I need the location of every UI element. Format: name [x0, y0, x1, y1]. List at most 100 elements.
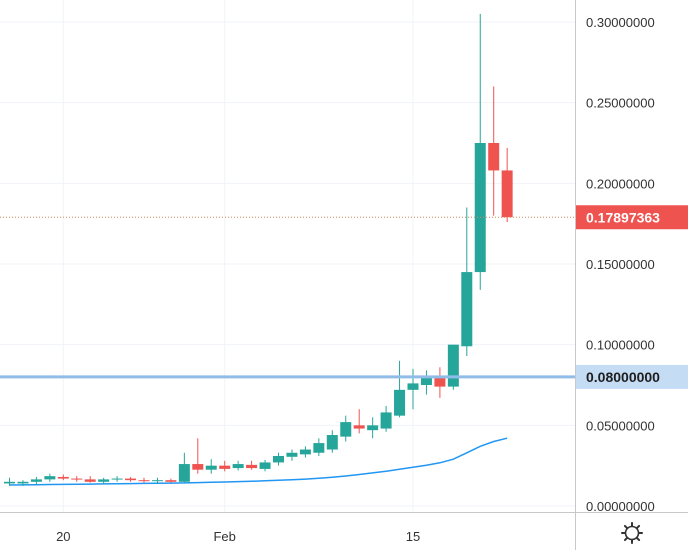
candle[interactable]: [367, 417, 379, 439]
candle[interactable]: [17, 480, 29, 486]
gear-icon[interactable]: [621, 522, 643, 544]
candle-body: [286, 452, 298, 457]
candle-body: [299, 449, 311, 455]
candle-body: [326, 435, 338, 450]
horizontal-line-price-label: 0.08000000: [576, 364, 688, 389]
candle-body: [138, 480, 150, 482]
candle[interactable]: [98, 477, 110, 485]
current-price-label-text: 0.17897363: [586, 209, 660, 225]
candle[interactable]: [125, 476, 137, 482]
current-price-label: 0.17897363: [576, 205, 688, 230]
candle[interactable]: [178, 452, 190, 483]
candle[interactable]: [461, 207, 473, 356]
y-tick-label: 0.15000000: [586, 257, 655, 272]
candle-body: [151, 480, 163, 482]
candle-body: [57, 476, 69, 479]
y-tick-label: 0.00000000: [586, 499, 655, 514]
candle[interactable]: [340, 415, 352, 442]
candle-body: [380, 412, 392, 429]
candle-body: [219, 465, 231, 469]
candle-body: [84, 479, 96, 482]
candle-body: [447, 344, 459, 387]
candle[interactable]: [447, 344, 459, 390]
candle[interactable]: [501, 147, 513, 223]
x-tick-label: 15: [406, 529, 420, 544]
candle[interactable]: [205, 459, 217, 474]
moving-average-line: [9, 437, 508, 486]
candle[interactable]: [273, 452, 284, 466]
horizontal-line-price-label-bg: [576, 364, 688, 389]
candle-body: [313, 443, 325, 453]
candle-body: [434, 376, 446, 387]
x-tick-label: 20: [56, 529, 70, 544]
candle-body: [394, 389, 406, 416]
candle-body: [71, 478, 83, 480]
candle-body: [205, 465, 217, 470]
candle[interactable]: [407, 368, 419, 410]
y-tick-label: 0.25000000: [586, 96, 655, 111]
candle[interactable]: [246, 460, 258, 470]
candle-body: [246, 464, 258, 469]
candle[interactable]: [488, 86, 500, 216]
y-tick-label: 0.10000000: [586, 338, 655, 353]
current-price-label-bg: [576, 205, 688, 230]
candle[interactable]: [57, 474, 69, 481]
candle-body: [192, 464, 204, 470]
candle[interactable]: [326, 430, 338, 453]
candles-layer: [4, 13, 513, 486]
candle-body: [178, 464, 190, 482]
candle[interactable]: [299, 446, 311, 458]
candle-body: [165, 480, 177, 482]
candle[interactable]: [4, 477, 15, 486]
candle-body: [353, 425, 365, 429]
candle[interactable]: [84, 476, 96, 483]
candle[interactable]: [138, 477, 150, 483]
candle-body: [111, 478, 123, 480]
candle-body: [17, 481, 29, 484]
candle[interactable]: [313, 438, 325, 456]
candle[interactable]: [192, 438, 204, 474]
candle[interactable]: [394, 360, 406, 418]
candle[interactable]: [111, 476, 123, 482]
candle-body: [125, 478, 137, 481]
y-tick-label: 0.05000000: [586, 418, 655, 433]
y-tick-label: 0.30000000: [586, 15, 655, 30]
candle[interactable]: [30, 476, 42, 485]
candle[interactable]: [420, 370, 432, 395]
candle[interactable]: [219, 460, 231, 472]
gear-ring: [624, 525, 640, 541]
candle-body: [4, 481, 15, 484]
candle-body: [259, 462, 271, 469]
candle-body: [488, 143, 500, 171]
candle-body: [407, 383, 419, 390]
candle[interactable]: [259, 460, 271, 472]
candle-body: [474, 143, 486, 273]
candle[interactable]: [232, 460, 244, 471]
candle-body: [501, 170, 513, 218]
candle[interactable]: [165, 478, 177, 483]
candle-body: [461, 272, 473, 347]
candle-body: [98, 479, 110, 482]
candle[interactable]: [380, 405, 392, 432]
candle[interactable]: [286, 449, 298, 461]
candle-body: [232, 464, 244, 469]
horizontal-line-price-label-text: 0.08000000: [586, 369, 660, 385]
x-tick-label: Feb: [213, 529, 235, 544]
moving-average-layer: [9, 437, 508, 486]
overlays-layer: [0, 216, 575, 379]
candle[interactable]: [474, 13, 486, 290]
candle-body: [44, 476, 56, 480]
candle-body: [30, 479, 42, 482]
grid-lines: [0, 0, 575, 512]
candle[interactable]: [71, 476, 83, 482]
candle[interactable]: [151, 477, 163, 484]
candle[interactable]: [44, 473, 56, 482]
candle-body: [340, 422, 352, 437]
candle[interactable]: [434, 367, 446, 398]
y-tick-label: 0.20000000: [586, 176, 655, 191]
candle-body: [367, 425, 379, 431]
candle[interactable]: [353, 409, 365, 434]
candle-body: [273, 455, 284, 463]
